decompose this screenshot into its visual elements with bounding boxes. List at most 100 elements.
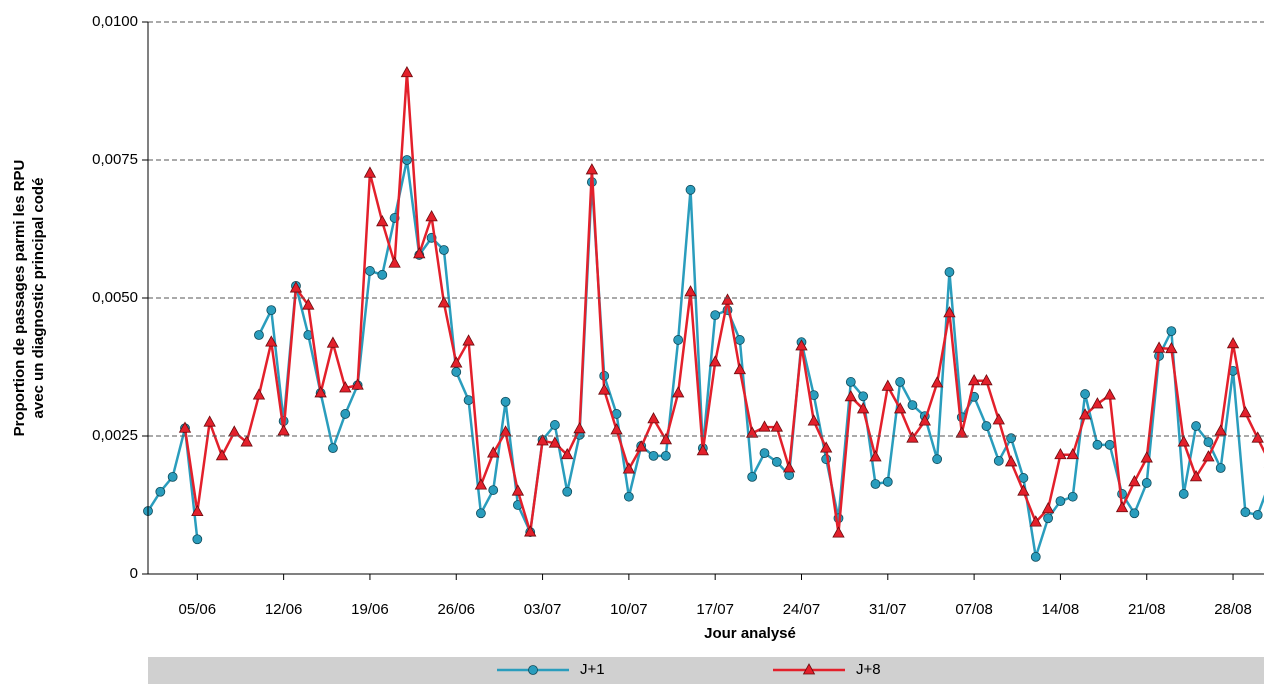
data-point (365, 266, 375, 276)
data-point (992, 413, 1005, 425)
data-point (1214, 424, 1227, 436)
data-point (623, 491, 634, 502)
data-point (302, 298, 315, 310)
x-tick-label: 24/07 (783, 601, 821, 618)
data-point (240, 435, 253, 447)
data-point (1004, 455, 1018, 467)
data-point (1240, 507, 1251, 518)
data-point (377, 269, 388, 280)
data-point (573, 421, 586, 434)
data-point (1030, 551, 1041, 562)
data-point (167, 471, 178, 482)
data-point (758, 420, 771, 432)
data-point (203, 415, 216, 427)
data-point (1191, 421, 1201, 431)
data-point (476, 508, 486, 519)
data-point (252, 388, 266, 400)
data-point (562, 486, 573, 497)
data-point (881, 379, 894, 391)
data-point (882, 476, 893, 487)
data-point (981, 421, 992, 431)
data-point (856, 402, 870, 414)
data-point (254, 330, 264, 340)
data-point (745, 426, 759, 438)
data-point (980, 373, 993, 386)
data-point (463, 395, 474, 406)
y-tick-label: 0,0050 (92, 289, 138, 306)
data-point (647, 412, 660, 424)
data-point (228, 425, 241, 437)
data-point (1215, 463, 1226, 473)
data-point (326, 336, 340, 348)
plot-area (143, 65, 1264, 562)
y-axis-title: avec un diagnostic principal codé (30, 178, 47, 419)
data-point (1239, 405, 1252, 418)
data-point (673, 335, 684, 345)
data-point (1080, 389, 1090, 399)
legend-marker (528, 665, 538, 675)
data-point (425, 210, 438, 222)
data-point (759, 448, 770, 459)
data-point (1104, 439, 1115, 450)
data-point (437, 296, 451, 308)
x-tick-label: 17/07 (696, 601, 734, 618)
data-point (733, 362, 747, 375)
data-point (1152, 341, 1166, 353)
data-point (918, 414, 931, 426)
x-tick-label: 14/08 (1042, 601, 1080, 618)
data-point (524, 525, 537, 537)
data-point (955, 426, 968, 438)
data-point (795, 339, 808, 351)
data-point (266, 305, 277, 316)
data-point (696, 444, 710, 456)
y-tick-label: 0,0025 (92, 427, 138, 444)
data-point (869, 450, 882, 462)
data-point (1054, 447, 1067, 460)
x-tick-label: 05/06 (179, 601, 217, 618)
data-point (1128, 474, 1141, 487)
data-point (1251, 431, 1264, 443)
data-point (771, 457, 782, 467)
data-point (1041, 502, 1055, 514)
data-point (610, 423, 623, 435)
legend-label: J+8 (856, 661, 881, 678)
data-point (488, 485, 499, 495)
data-point (413, 247, 426, 259)
data-point (215, 449, 229, 461)
data-point (499, 425, 512, 437)
data-point (1203, 437, 1214, 447)
data-point (930, 376, 944, 388)
data-point (1129, 508, 1140, 519)
data-point (376, 214, 389, 227)
data-point (439, 245, 449, 255)
data-point (1078, 408, 1092, 420)
y-axis-title: Proportion de passages parmi les RPU (11, 160, 28, 437)
data-point (870, 479, 881, 489)
data-point (906, 431, 919, 443)
data-point (684, 285, 697, 297)
data-point (770, 420, 784, 432)
data-point (1115, 500, 1129, 513)
data-point (451, 367, 462, 377)
data-point (845, 377, 856, 387)
data-point (1066, 447, 1079, 460)
data-point (1029, 515, 1042, 527)
data-point (635, 440, 648, 452)
data-point (622, 462, 636, 474)
data-point (967, 373, 981, 386)
data-point (549, 420, 560, 430)
data-point (944, 267, 955, 277)
x-tick-label: 03/07 (524, 601, 562, 618)
data-point (734, 335, 745, 345)
data-point (340, 409, 351, 419)
data-point (155, 486, 166, 497)
data-point (1226, 336, 1240, 349)
data-point (1140, 451, 1153, 463)
data-point (710, 310, 721, 321)
data-point (511, 484, 525, 496)
data-point (351, 378, 364, 390)
data-point (1177, 435, 1190, 447)
data-point (598, 383, 611, 395)
legend-label: J+1 (580, 661, 605, 678)
data-point (1017, 484, 1030, 496)
